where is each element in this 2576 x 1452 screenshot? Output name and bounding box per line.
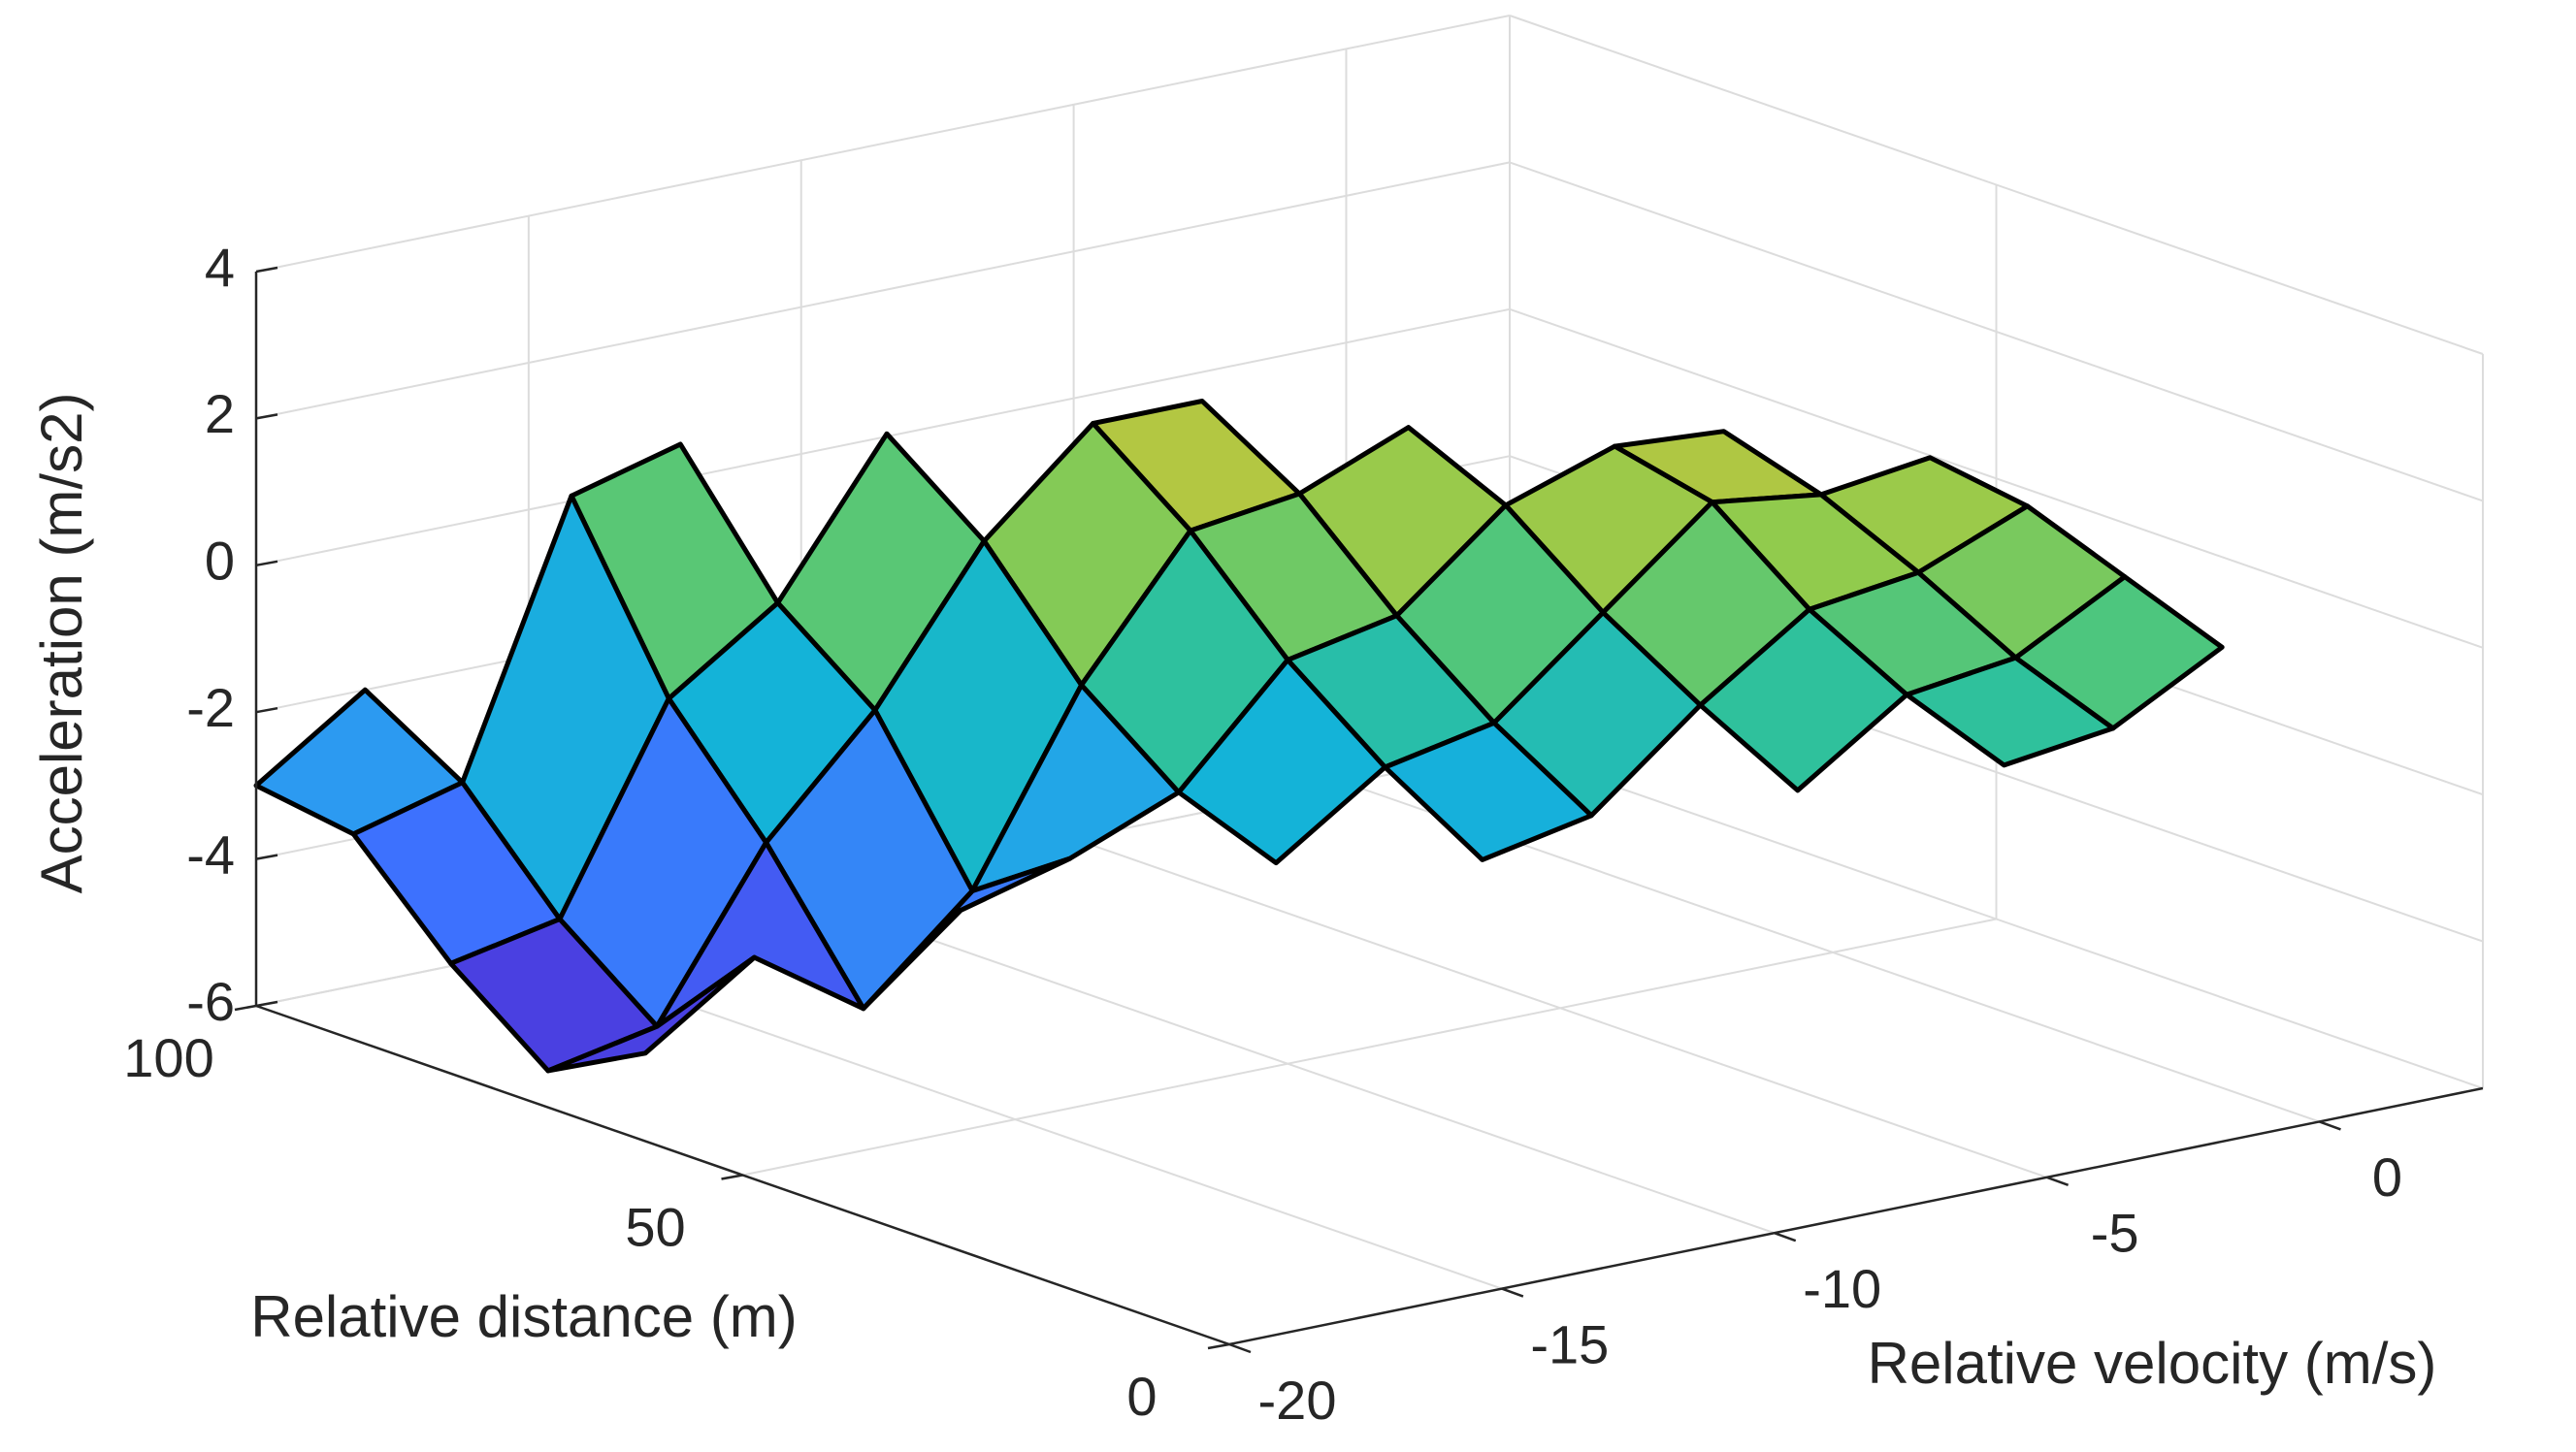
y-tick <box>721 1174 743 1180</box>
grid-line <box>1509 15 2484 355</box>
y-axis-label: Relative distance (m) <box>250 1284 798 1349</box>
grid-line <box>1509 307 2484 649</box>
x-tick <box>1228 1342 1252 1354</box>
surface-patch <box>1904 655 2116 768</box>
x-tick-label: -15 <box>1530 1313 1609 1374</box>
y-tick <box>234 1004 257 1012</box>
grid-line <box>255 15 1511 273</box>
y-tick-label: 0 <box>1126 1366 1157 1427</box>
x-tick-label: -10 <box>1803 1258 1881 1319</box>
z-tick <box>255 706 278 714</box>
z-tick <box>255 266 278 274</box>
grid-line <box>742 918 1997 1177</box>
grid-line <box>1509 161 2484 502</box>
x-axis-line <box>1228 1086 2484 1346</box>
z-tick-label: 2 <box>205 383 235 444</box>
surface-patch <box>1176 657 1387 866</box>
z-tick-label: -2 <box>186 677 235 738</box>
x-tick <box>2046 1176 2070 1187</box>
grid-line <box>1509 749 2484 1089</box>
x-tick <box>1501 1287 1524 1298</box>
z-tick <box>255 560 278 567</box>
surface-patch <box>545 954 757 1074</box>
surface <box>253 399 2225 1074</box>
x-tick-label: 0 <box>2372 1146 2402 1208</box>
z-tick <box>255 1000 278 1008</box>
grid-line <box>255 161 1511 420</box>
surface-patch <box>1698 606 1909 793</box>
x-tick-label: -5 <box>2091 1203 2139 1264</box>
surface-patch <box>1383 720 1594 862</box>
z-tick <box>255 854 278 860</box>
z-tick-label: 0 <box>205 531 235 592</box>
z-tick-label: 4 <box>205 237 235 298</box>
z-axis-label: Acceleration (m/s2) <box>29 393 94 894</box>
z-tick-label: -4 <box>186 823 235 885</box>
y-tick <box>1207 1342 1230 1350</box>
x-tick <box>2319 1120 2341 1131</box>
z-tick-label: -6 <box>186 971 235 1032</box>
y-tick-label: 50 <box>625 1196 685 1257</box>
x-axis-label: Relative velocity (m/s) <box>1868 1331 2437 1396</box>
x-tick-label: -20 <box>1258 1370 1337 1431</box>
y-tick-label: 100 <box>123 1027 213 1088</box>
z-tick <box>255 413 278 420</box>
surface-patch <box>861 855 1072 1012</box>
x-tick <box>1774 1232 1797 1242</box>
